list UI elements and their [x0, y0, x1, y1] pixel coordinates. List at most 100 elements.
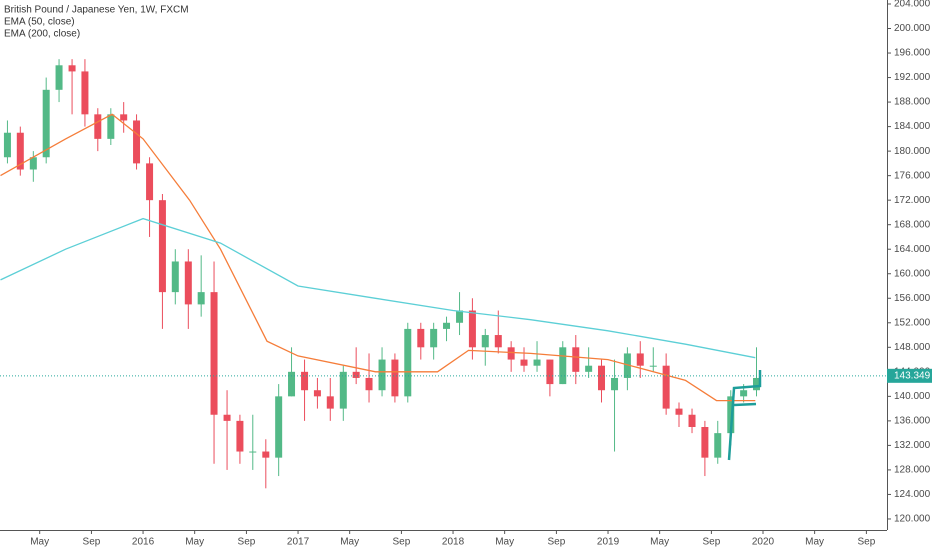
y-tick-label: 120.000 [894, 514, 931, 525]
candle-body [339, 371, 347, 409]
drawing [727, 370, 762, 461]
candle-body [16, 132, 24, 170]
candle-body [249, 451, 257, 453]
y-tick-label: 152.000 [894, 317, 931, 328]
candle-body [107, 114, 115, 139]
y-tick-label: 184.000 [894, 121, 931, 132]
x-tick-label: Sep [238, 537, 256, 548]
candle-body [430, 328, 438, 348]
candle-body [649, 365, 657, 367]
ema-line [0, 113, 756, 402]
y-tick-label: 180.000 [894, 146, 931, 157]
candle-body [417, 328, 425, 348]
candle-body [623, 353, 631, 378]
candle-body [481, 335, 489, 348]
x-tick-label: Sep [548, 537, 566, 548]
y-tick-label: 168.000 [894, 219, 931, 230]
y-tick-label: 196.000 [894, 48, 931, 59]
candle-body [468, 310, 476, 348]
candle-body [572, 347, 580, 372]
candle-body [81, 71, 89, 115]
y-tick-label: 172.000 [894, 195, 931, 206]
last-price-label: 143.349 [894, 370, 931, 381]
candle-body [210, 292, 218, 415]
candle-body [275, 396, 283, 458]
candle-body [598, 365, 606, 391]
candle-body [146, 163, 154, 201]
x-tick-label: 2019 [597, 537, 620, 548]
candle-body [443, 322, 451, 329]
x-tick-label: Sep [393, 537, 411, 548]
candle-body [585, 365, 593, 372]
candle-body [171, 261, 179, 293]
candle-body [533, 359, 541, 366]
candle-body [158, 200, 166, 293]
drawing [733, 402, 757, 407]
candle-body [391, 359, 399, 397]
candle-body [326, 396, 334, 409]
candle-body [494, 335, 502, 348]
candle-body [559, 347, 567, 385]
candle-body [352, 371, 360, 378]
y-tick-label: 160.000 [894, 268, 931, 279]
x-tick-label: May [30, 537, 49, 548]
candle-body [236, 420, 244, 452]
candle-body [456, 310, 464, 323]
candle-body [313, 390, 321, 397]
candle-body [3, 132, 11, 158]
y-tick-label: 176.000 [894, 170, 931, 181]
candle-body [546, 359, 554, 385]
y-tick-label: 192.000 [894, 72, 931, 83]
candle-body [184, 261, 192, 305]
y-tick-label: 148.000 [894, 342, 931, 353]
candle-body [714, 433, 722, 458]
candle-body [68, 65, 76, 72]
candle-body [42, 89, 50, 158]
candle-body [223, 414, 231, 421]
x-tick-label: May [805, 537, 824, 548]
x-tick-label: Sep [702, 537, 720, 548]
candle-body [404, 328, 412, 397]
candle-body [611, 377, 619, 391]
candle-body [688, 414, 696, 428]
candle-body [520, 359, 528, 366]
x-tick-label: May [340, 537, 359, 548]
candle-body [55, 65, 63, 90]
candle-body [727, 396, 735, 434]
candle-body [662, 365, 670, 409]
x-tick-label: 2016 [132, 537, 155, 548]
candle-body [636, 353, 644, 366]
candle-body [752, 377, 760, 391]
legend-entry: EMA (200, close) [4, 29, 80, 40]
candle-body [301, 371, 309, 391]
candle-body [120, 114, 128, 121]
x-tick-label: May [650, 537, 669, 548]
last-price-box [887, 368, 932, 383]
candle-body [262, 451, 270, 458]
x-tick-label: 2020 [752, 537, 775, 548]
candle-body [288, 371, 296, 397]
candle-body [378, 359, 386, 391]
candle-body [29, 157, 37, 170]
y-tick-label: 164.000 [894, 244, 931, 255]
candle-body [133, 120, 141, 164]
chart-title: British Pound / Japanese Yen, 1W, FXCM [4, 5, 189, 16]
y-tick-label: 156.000 [894, 293, 931, 304]
x-tick-label: 2018 [442, 537, 465, 548]
x-tick-label: 2017 [287, 537, 310, 548]
y-tick-label: 200.000 [894, 23, 931, 34]
candle-body [507, 347, 515, 360]
y-tick-label: 132.000 [894, 440, 931, 451]
candle-body [675, 408, 683, 415]
y-tick-label: 136.000 [894, 416, 931, 427]
y-tick-label: 140.000 [894, 391, 931, 402]
candle-body [197, 292, 205, 305]
legend-entry: EMA (50, close) [4, 17, 75, 28]
ema-line [0, 217, 756, 359]
y-tick-label: 204.000 [894, 0, 931, 10]
candle-body [94, 114, 102, 139]
candle-body [365, 377, 373, 391]
candle-body [740, 390, 748, 397]
